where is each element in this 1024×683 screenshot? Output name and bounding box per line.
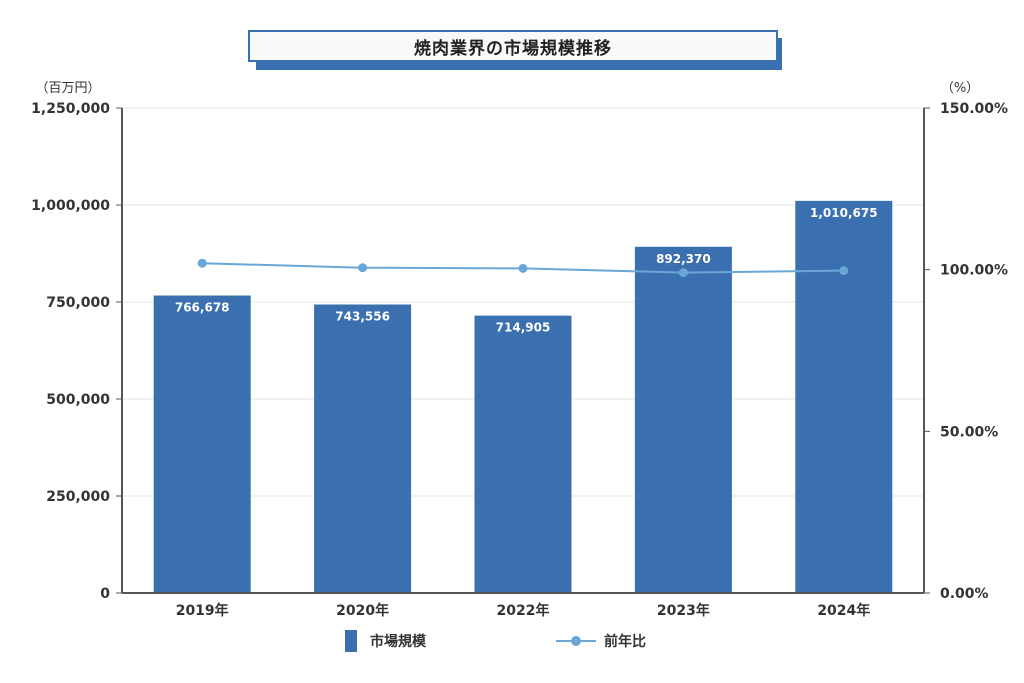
x-tick-label: 2024年: [817, 602, 870, 619]
bar-data-label: 1,010,675: [810, 206, 878, 220]
y-right-tick-label: 50.00%: [940, 424, 998, 440]
x-tick-label: 2020年: [336, 602, 389, 619]
y-left-tick-label: 500,000: [46, 392, 110, 408]
bar: [795, 200, 893, 593]
legend-bar-label: 市場規模: [370, 633, 427, 650]
line-point: [839, 266, 849, 276]
y-left-tick-label: 750,000: [46, 295, 110, 311]
bar: [153, 295, 251, 593]
bar: [474, 315, 572, 593]
line-point: [358, 263, 368, 273]
x-tick-label: 2023年: [657, 602, 710, 619]
y-right-tick-label: 100.00%: [940, 263, 1008, 279]
y-right-tick-label: 150.00%: [940, 101, 1008, 117]
bar-data-label: 714,905: [496, 321, 551, 335]
y-left-tick-label: 0: [100, 586, 110, 602]
x-tick-label: 2019年: [176, 602, 229, 619]
legend-line-marker: [571, 636, 581, 646]
y-left-tick-label: 1,250,000: [31, 101, 110, 117]
y-left-tick-label: 1,000,000: [31, 198, 110, 214]
y-left-tick-label: 250,000: [46, 489, 110, 505]
chart-title: 焼肉業界の市場規模推移: [248, 30, 778, 62]
bar: [314, 304, 412, 593]
y-right-unit-label: （%）: [941, 81, 979, 96]
bar-data-label: 892,370: [656, 252, 711, 266]
bar: [634, 246, 732, 593]
chart-title-container: 焼肉業界の市場規模推移: [248, 30, 782, 70]
y-right-tick-label: 0.00%: [940, 586, 989, 602]
legend-line-label: 前年比: [604, 633, 646, 650]
y-left-unit-label: （百万円）: [35, 81, 100, 96]
x-tick-label: 2022年: [497, 602, 550, 619]
bar-data-label: 766,678: [175, 301, 230, 315]
line-point: [678, 268, 688, 278]
bar-data-label: 743,556: [335, 310, 390, 324]
legend-bar-swatch: [345, 630, 357, 652]
line-point: [197, 258, 207, 268]
line-point: [518, 263, 528, 273]
